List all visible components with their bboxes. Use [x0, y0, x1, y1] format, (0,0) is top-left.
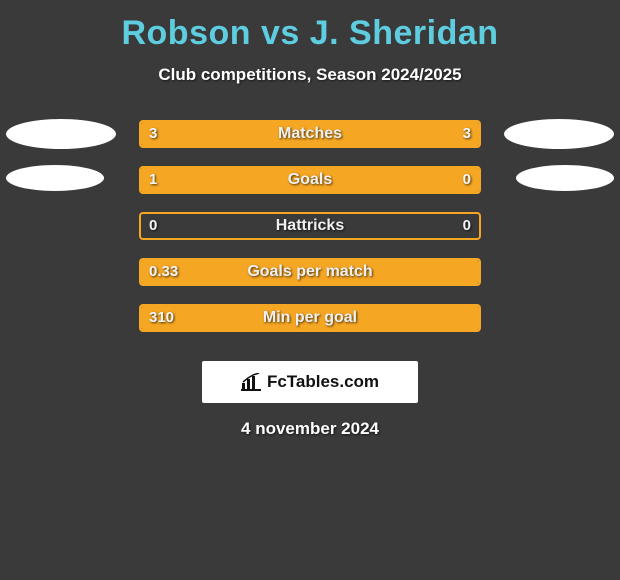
stat-bar: 310Min per goal	[139, 304, 481, 332]
bar-fill-left	[141, 306, 479, 330]
bar-fill-left	[141, 260, 479, 284]
stat-rows: 33Matches 10Goals 0 0Hattricks 0.33Goals per…	[0, 111, 620, 341]
page-title: Robson vs J. Sheridan	[0, 0, 620, 53]
stat-value-left: 0	[149, 214, 157, 238]
stat-bar: 10Goals	[139, 166, 481, 194]
stat-label: Hattricks	[141, 214, 479, 238]
stat-row: 0 0Hattricks	[0, 203, 620, 249]
bar-fill-right	[310, 122, 479, 146]
bar-fill-left	[141, 122, 310, 146]
stat-bar: 33Matches	[139, 120, 481, 148]
bar-fill-left	[141, 168, 405, 192]
player-left-ellipse	[6, 119, 116, 149]
player-right-ellipse	[504, 119, 614, 149]
stat-row: 10Goals	[0, 157, 620, 203]
stat-row: 0.33Goals per match	[0, 249, 620, 295]
comparison-stage: 33Matches 10Goals 0 0Hattricks 0.33Goals per…	[0, 111, 620, 341]
source-logo: FcTables.com	[202, 361, 418, 403]
date-text: 4 november 2024	[0, 419, 620, 439]
bar-fill-right	[405, 168, 479, 192]
logo-text: FcTables.com	[267, 372, 379, 392]
stat-bar: 0.33Goals per match	[139, 258, 481, 286]
stat-value-right: 0	[463, 214, 471, 238]
subtitle: Club competitions, Season 2024/2025	[0, 65, 620, 85]
stat-row: 310Min per goal	[0, 295, 620, 341]
player-left-ellipse	[6, 165, 104, 191]
stat-row: 33Matches	[0, 111, 620, 157]
stat-bar: 0 0Hattricks	[139, 212, 481, 240]
player-right-ellipse	[516, 165, 614, 191]
chart-icon	[241, 373, 261, 391]
